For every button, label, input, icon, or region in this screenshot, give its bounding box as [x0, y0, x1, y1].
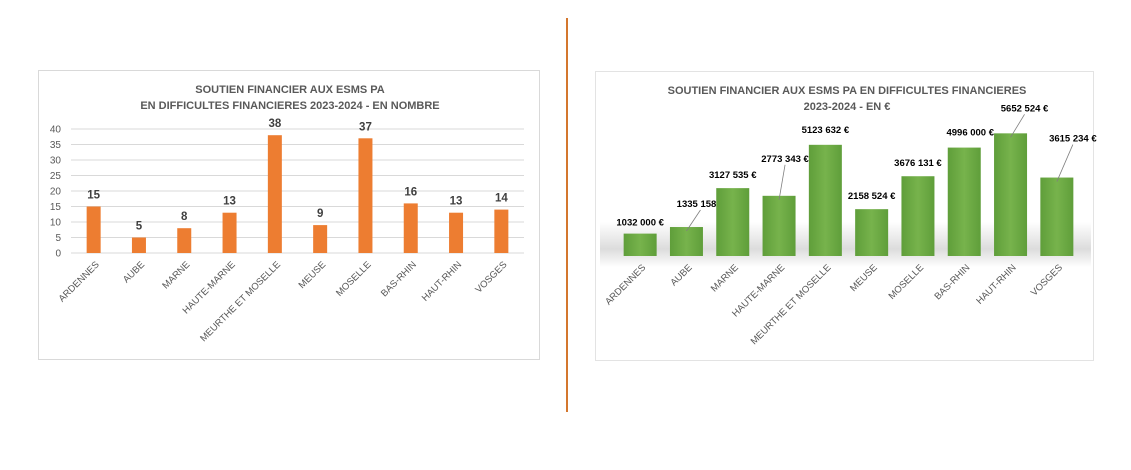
category-label: MEURTHE ET MOSELLE: [198, 259, 283, 344]
category-label: MEURTHE ET MOSELLE: [749, 262, 834, 347]
y-tick-label: 10: [50, 218, 62, 229]
bar: [669, 227, 703, 256]
data-label: 4996 000 €: [946, 128, 994, 139]
bar: [494, 209, 509, 253]
bar: [449, 212, 464, 253]
category-label: MARNE: [709, 262, 741, 294]
category-label: VOSGES: [473, 259, 509, 295]
data-label: 5123 632 €: [802, 125, 850, 136]
bar: [177, 228, 192, 253]
data-label: 2158 524 €: [848, 191, 896, 202]
leader-line: [1010, 114, 1025, 138]
data-label: 3127 535 €: [709, 170, 757, 181]
y-tick-label: 40: [50, 125, 62, 136]
chart-count-subtitle: EN DIFFICULTES FINANCIERES 2023-2024 - E…: [140, 100, 439, 112]
category-label: BAS-RHIN: [932, 262, 972, 302]
data-label: 13: [223, 196, 236, 208]
chart-amount: SOUTIEN FINANCIER AUX ESMS PA EN DIFFICU…: [600, 85, 1097, 347]
data-label: 9: [317, 208, 323, 220]
data-label: 5652 524 €: [1001, 103, 1049, 114]
bar: [86, 206, 101, 253]
category-label: MOSELLE: [887, 262, 927, 302]
chart-amount-panel: SOUTIEN FINANCIER AUX ESMS PA EN DIFFICU…: [595, 71, 1097, 361]
category-label: MEUSE: [297, 259, 329, 291]
y-tick-label: 5: [55, 233, 61, 244]
category-label: ARDENNES: [603, 262, 648, 307]
bar: [403, 203, 418, 253]
bar: [267, 135, 282, 253]
category-label: HAUT-RHIN: [420, 259, 464, 303]
category-label: MEUSE: [848, 262, 880, 294]
chart-amount-subtitle: 2023-2024 - EN €: [804, 101, 891, 113]
bar: [716, 188, 750, 256]
bar: [808, 144, 842, 256]
data-label: 16: [404, 186, 417, 198]
bar: [855, 209, 889, 256]
bar: [901, 176, 935, 256]
chart-count: SOUTIEN FINANCIER AUX ESMS PA EN DIFFICU…: [50, 84, 524, 344]
category-label: VOSGES: [1029, 262, 1065, 298]
data-label: 3615 234 €: [1049, 134, 1097, 145]
category-label: MOSELLE: [334, 259, 374, 299]
panel-divider: [566, 18, 568, 412]
bar: [358, 138, 373, 253]
chart-amount-title: SOUTIEN FINANCIER AUX ESMS PA EN DIFFICU…: [668, 85, 1027, 97]
leader-line: [778, 164, 786, 200]
bar: [1040, 177, 1074, 256]
data-label: 37: [359, 121, 372, 133]
chart-count-title: SOUTIEN FINANCIER AUX ESMS PA: [195, 84, 385, 96]
bar: [947, 147, 981, 256]
data-label: 1335 158 €: [677, 199, 725, 210]
category-label: BAS-RHIN: [379, 259, 419, 299]
y-tick-label: 0: [55, 249, 61, 260]
bar: [313, 225, 328, 253]
data-label: 3676 131 €: [894, 158, 942, 169]
bar: [222, 212, 237, 253]
chart-count-panel: SOUTIEN FINANCIER AUX ESMS PA EN DIFFICU…: [38, 70, 540, 360]
data-label: 8: [181, 211, 188, 223]
data-label: 14: [495, 193, 508, 205]
category-label: ARDENNES: [57, 259, 102, 304]
leader-line: [686, 209, 701, 232]
leader-line: [1056, 144, 1074, 182]
y-tick-label: 30: [50, 156, 62, 167]
y-tick-label: 25: [50, 171, 62, 182]
bar: [762, 195, 796, 256]
data-label: 5: [136, 221, 143, 233]
bar: [131, 237, 146, 253]
y-tick-label: 35: [50, 140, 62, 151]
data-label: 15: [87, 190, 100, 202]
category-label: MARNE: [160, 259, 192, 291]
bar: [994, 133, 1028, 256]
data-label: 2773 343 €: [761, 154, 809, 165]
category-label: HAUT-RHIN: [974, 262, 1018, 306]
y-tick-label: 15: [50, 202, 62, 213]
data-label: 38: [268, 118, 281, 130]
bar: [623, 233, 657, 256]
category-label: AUBE: [121, 259, 147, 285]
y-tick-label: 20: [50, 187, 62, 198]
data-label: 13: [450, 196, 463, 208]
data-label: 1032 000 €: [616, 218, 664, 229]
